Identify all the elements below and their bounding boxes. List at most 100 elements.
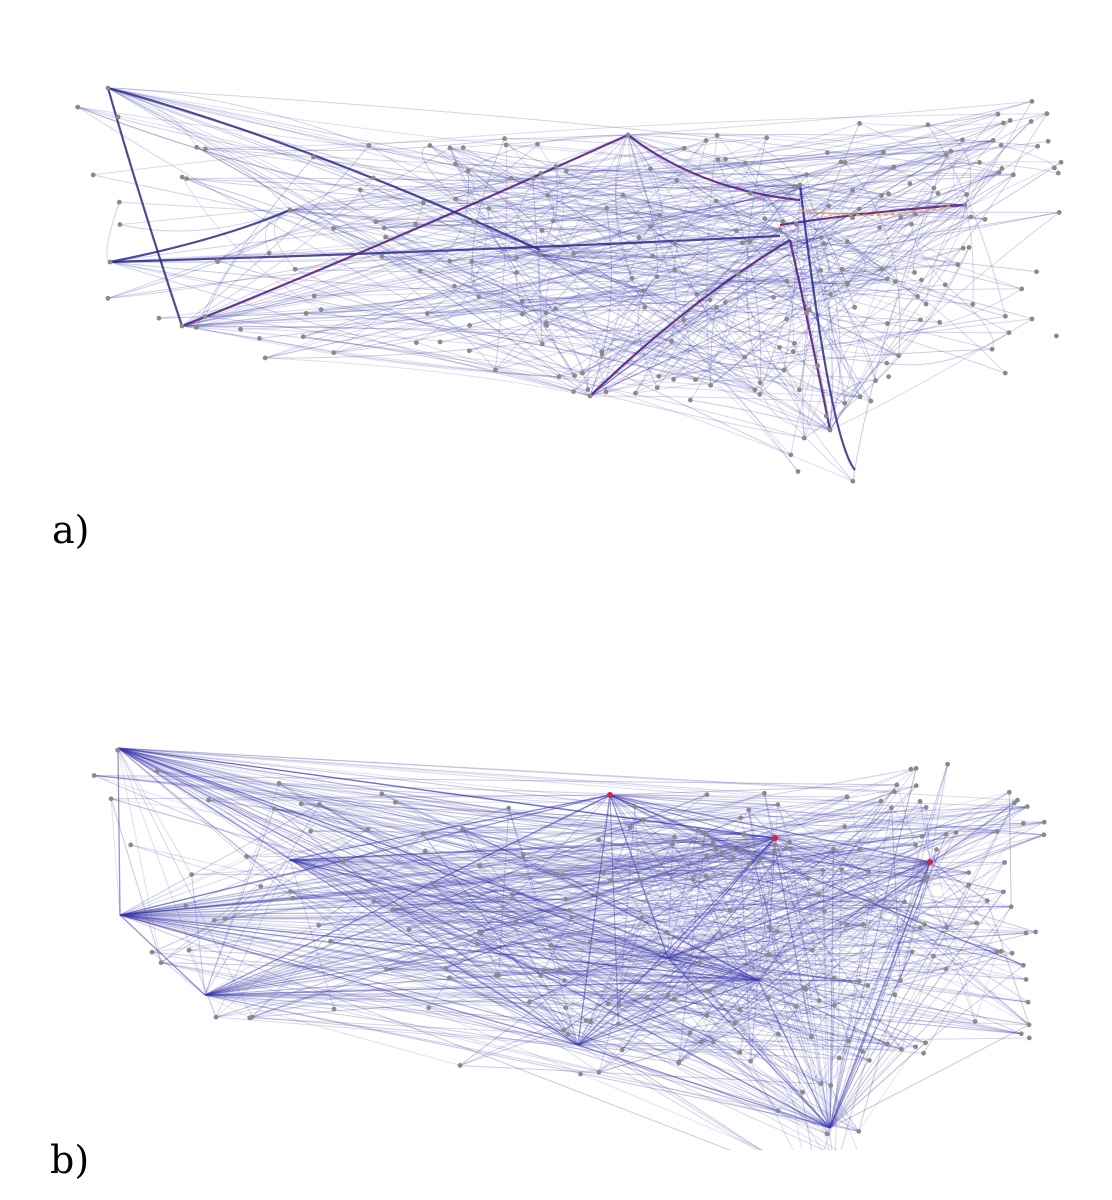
node xyxy=(298,801,304,807)
edge xyxy=(260,847,787,887)
edge xyxy=(205,134,629,150)
node xyxy=(422,848,428,854)
edge xyxy=(249,861,931,1019)
edge xyxy=(289,166,894,211)
edge xyxy=(214,799,1018,921)
edge xyxy=(590,844,775,943)
edge xyxy=(181,174,807,327)
node xyxy=(608,878,613,884)
node xyxy=(548,942,554,948)
edge xyxy=(710,307,717,386)
edge xyxy=(577,807,892,1046)
edge xyxy=(823,216,972,247)
edge xyxy=(107,87,523,315)
node xyxy=(886,191,891,197)
node xyxy=(777,344,782,350)
node xyxy=(672,240,678,246)
edge xyxy=(539,254,745,358)
edge xyxy=(181,137,767,327)
edge xyxy=(830,161,1062,295)
node xyxy=(222,916,228,922)
node xyxy=(962,202,968,208)
node xyxy=(406,927,412,933)
edge xyxy=(757,807,892,981)
edge xyxy=(609,794,1024,966)
node xyxy=(909,949,915,955)
edge xyxy=(449,147,797,225)
edge xyxy=(598,839,779,1035)
edge xyxy=(119,905,186,916)
edge xyxy=(590,994,895,1023)
node xyxy=(922,922,927,927)
node xyxy=(496,972,502,978)
edge xyxy=(392,909,691,1034)
edge xyxy=(427,205,829,315)
node xyxy=(737,1050,743,1055)
node xyxy=(476,294,482,300)
node xyxy=(931,953,936,959)
edge xyxy=(565,861,931,900)
node xyxy=(766,924,772,930)
node xyxy=(619,1047,625,1053)
node xyxy=(565,1032,571,1037)
edge xyxy=(392,909,759,981)
edge xyxy=(598,839,669,959)
edge xyxy=(627,133,884,153)
edge xyxy=(566,113,1048,172)
node xyxy=(311,293,317,299)
edge xyxy=(609,794,1004,893)
edge xyxy=(368,144,831,431)
edge xyxy=(773,218,986,298)
edge xyxy=(774,837,925,925)
edge xyxy=(925,964,1024,1044)
edge xyxy=(729,909,769,955)
node xyxy=(713,198,719,204)
edge xyxy=(700,979,759,1043)
edge xyxy=(608,990,708,1005)
edge xyxy=(289,859,825,912)
node xyxy=(839,867,845,872)
node xyxy=(703,138,709,143)
node xyxy=(503,142,509,148)
node xyxy=(894,782,900,788)
edge xyxy=(706,858,760,1016)
edge xyxy=(204,994,740,1011)
edge xyxy=(667,844,674,959)
edge xyxy=(246,855,579,1046)
edge xyxy=(381,255,848,285)
edge xyxy=(392,844,916,911)
node xyxy=(477,863,482,869)
node xyxy=(984,898,990,904)
edge xyxy=(829,848,834,1129)
edge xyxy=(205,148,640,239)
edge xyxy=(319,803,736,1024)
node xyxy=(873,378,879,383)
edge xyxy=(598,952,1013,1073)
node xyxy=(960,245,966,251)
edge xyxy=(700,900,871,1043)
node xyxy=(889,805,894,811)
edge xyxy=(204,877,809,996)
edge xyxy=(455,198,541,256)
edge xyxy=(204,800,882,996)
edge xyxy=(704,817,741,834)
node xyxy=(878,798,884,804)
edge xyxy=(274,808,368,830)
edge xyxy=(929,861,978,924)
edge xyxy=(689,302,729,401)
edge xyxy=(181,279,922,327)
node xyxy=(202,314,208,319)
edge xyxy=(522,313,589,390)
edge xyxy=(829,768,917,1129)
edge xyxy=(289,859,572,918)
edge xyxy=(333,227,660,377)
node xyxy=(702,831,708,836)
edge xyxy=(427,264,958,315)
edge xyxy=(774,837,1012,908)
node xyxy=(596,837,601,843)
edge xyxy=(289,859,832,1150)
edge-hub xyxy=(289,794,611,861)
edge xyxy=(667,957,779,1112)
edge xyxy=(107,87,376,223)
edge xyxy=(422,833,579,1046)
